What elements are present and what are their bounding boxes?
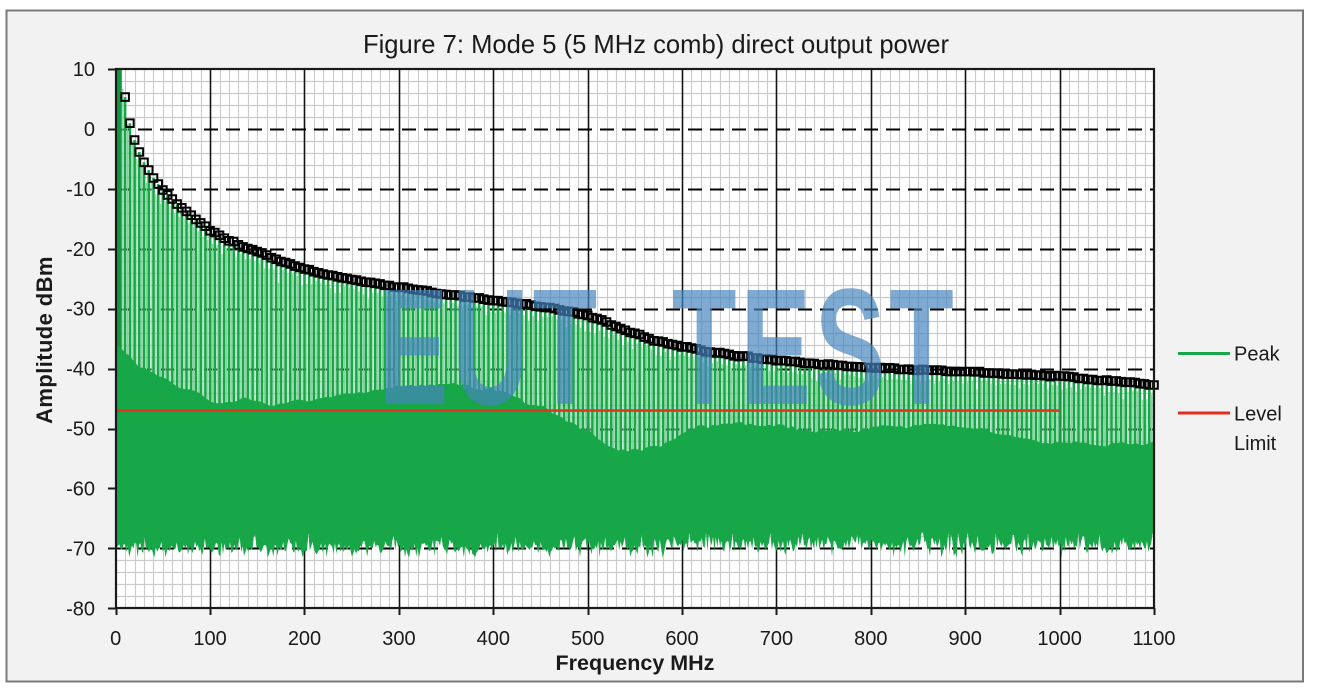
svg-text:0: 0: [84, 119, 95, 141]
svg-text:-20: -20: [66, 239, 95, 261]
svg-text:-80: -80: [66, 598, 95, 620]
svg-text:-60: -60: [66, 479, 95, 501]
svg-text:Frequency MHz: Frequency MHz: [556, 651, 715, 675]
svg-text:300: 300: [382, 628, 415, 650]
svg-text:EUT: EUT: [378, 255, 601, 440]
svg-text:-10: -10: [66, 179, 95, 201]
svg-text:700: 700: [760, 628, 793, 650]
svg-text:Peak: Peak: [1234, 344, 1281, 366]
svg-text:-30: -30: [66, 299, 95, 321]
svg-text:10: 10: [73, 59, 95, 81]
svg-text:Level: Level: [1234, 404, 1282, 426]
svg-text:200: 200: [288, 628, 321, 650]
svg-text:-40: -40: [66, 359, 95, 381]
svg-text:600: 600: [665, 628, 698, 650]
svg-text:400: 400: [477, 628, 510, 650]
svg-text:TEST: TEST: [672, 255, 958, 440]
svg-text:0: 0: [110, 628, 121, 650]
svg-text:-50: -50: [66, 419, 95, 441]
svg-text:100: 100: [193, 628, 226, 650]
svg-text:900: 900: [949, 628, 982, 650]
svg-text:-70: -70: [66, 538, 95, 560]
svg-text:500: 500: [571, 628, 604, 650]
svg-text:1100: 1100: [1132, 628, 1175, 650]
svg-text:Amplitude dBm: Amplitude dBm: [32, 256, 57, 424]
svg-text:1000: 1000: [1037, 628, 1082, 650]
svg-text:800: 800: [854, 628, 887, 650]
svg-text:Limit: Limit: [1234, 433, 1277, 455]
svg-text:Figure 7: Mode 5 (5 MHz comb): Figure 7: Mode 5 (5 MHz comb) direct out…: [363, 31, 950, 59]
